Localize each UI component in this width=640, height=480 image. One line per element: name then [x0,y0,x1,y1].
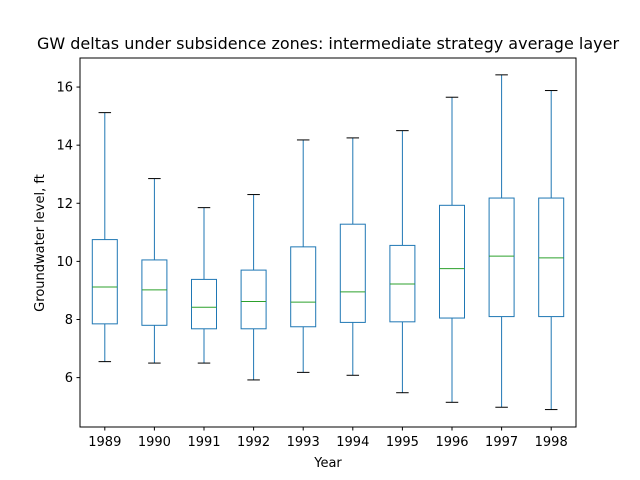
x-tick-label: 1997 [485,435,518,450]
x-tick-label: 1992 [237,435,270,450]
iqr-box [91,239,118,325]
x-tick-label: 1989 [88,435,121,450]
y-tick-label: 16 [56,81,73,96]
axes-frame [79,57,577,428]
x-tick-label: 1995 [386,435,419,450]
y-tick-label: 14 [56,139,73,154]
x-tick-label: 1990 [138,435,171,450]
x-axis-label: Year [313,456,342,471]
iqr-box [290,246,317,328]
x-tick-label: 1996 [435,435,468,450]
x-tick-label: 1993 [287,435,320,450]
y-tick-label: 8 [65,313,73,328]
iqr-box [488,197,515,318]
iqr-box [339,223,366,323]
iqr-box [439,204,465,319]
iqr-box [538,197,565,318]
x-tick-label: 1998 [535,435,568,450]
iqr-box [191,278,217,330]
plot-area: 6 8 10 12 14 16 1989 1990 1991 1992 1993 1994 1995 19… [56,57,577,450]
y-tick-label: 12 [56,197,73,212]
y-tick-label: 6 [65,371,73,386]
x-tick-label: 1991 [187,435,220,450]
x-tick-label: 1994 [336,435,369,450]
chart-title: GW deltas under subsidence zones: interm… [37,34,619,53]
y-tick-label: 10 [56,255,73,270]
iqr-box [141,259,168,326]
y-axis-label: Groundwater level, ft [33,174,48,312]
iqr-box [240,269,267,330]
